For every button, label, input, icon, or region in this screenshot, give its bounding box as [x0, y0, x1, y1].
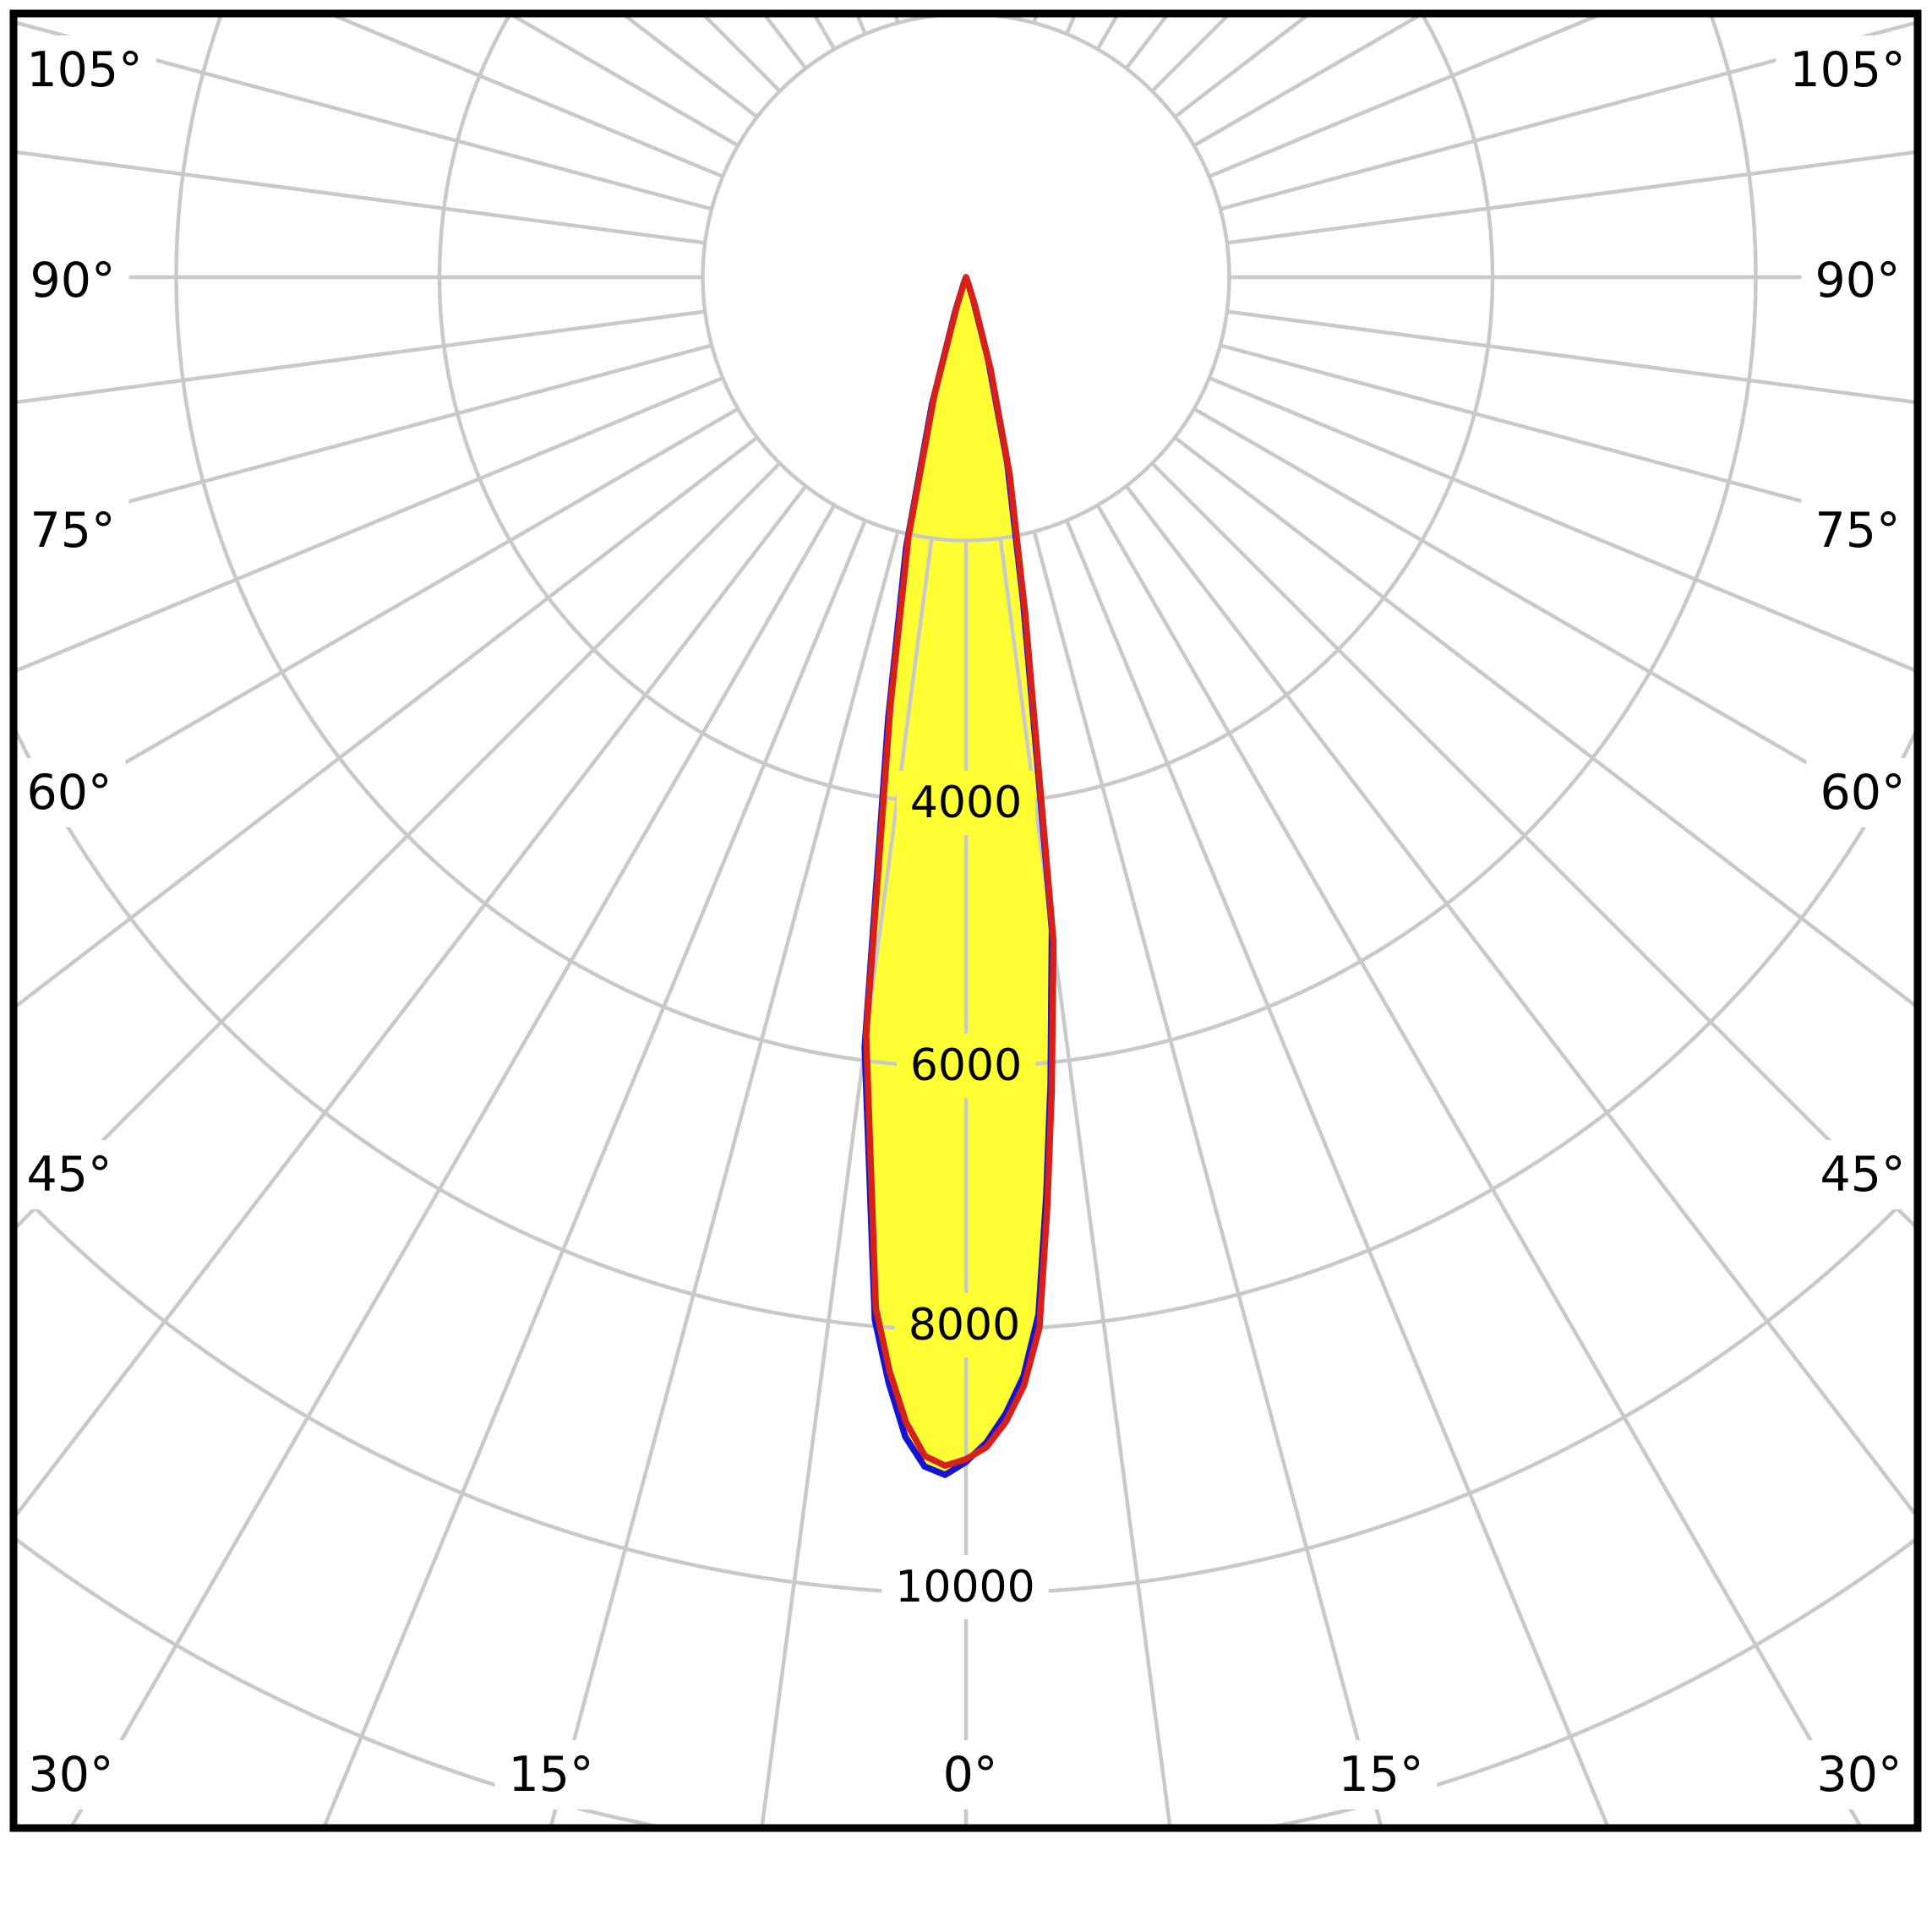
grid-spoke	[1032, 531, 1384, 1828]
angle-label: 45°	[1820, 1147, 1905, 1203]
grid-spoke	[1150, 461, 1918, 1232]
angle-label: 45°	[26, 1147, 112, 1203]
angle-label: 15°	[1338, 1747, 1423, 1803]
angle-label: 60°	[26, 765, 112, 821]
grid-spoke	[998, 538, 1172, 1828]
grid-spoke	[321, 519, 867, 1828]
grid-spoke	[1220, 343, 1918, 535]
grid-spoke	[1065, 519, 1611, 1828]
grid-spoke	[14, 343, 712, 535]
angle-label: 90°	[30, 253, 115, 308]
grid-spoke	[1226, 309, 1918, 405]
grid-spoke	[14, 407, 740, 830]
angle-label: 30°	[28, 1747, 113, 1803]
grid-spoke	[1192, 407, 1918, 829]
angle-label: 30°	[1816, 1747, 1902, 1803]
grid-spoke	[1095, 504, 1864, 1828]
grid-spoke	[14, 484, 808, 1522]
grid-spoke	[324, 14, 724, 178]
angle-label: 15°	[508, 1747, 593, 1803]
grid-spoke	[14, 435, 759, 1011]
angle-label: 90°	[1815, 253, 1900, 308]
angle-label: 75°	[1815, 503, 1900, 559]
grid-spoke	[1173, 435, 1918, 1010]
angle-label: 105°	[1789, 42, 1905, 98]
intensity-label: 4000	[910, 778, 1022, 828]
grid-spoke	[14, 19, 712, 211]
labels-group: 105° 90° 75° 60° 45° 30° 15° 0° 15° 30° 45° 60° 75° 9…	[26, 42, 1905, 1803]
grid-spoke	[1208, 14, 1608, 178]
grid-spoke	[1220, 19, 1918, 211]
grid-spoke	[68, 504, 837, 1828]
grid-spoke	[14, 376, 724, 674]
angle-label: 75°	[30, 503, 115, 559]
intensity-label: 8000	[909, 1300, 1020, 1351]
curves-group	[861, 274, 1057, 1478]
grid-spoke	[14, 150, 706, 245]
red-curve	[863, 274, 1057, 1469]
intensity-label: 6000	[910, 1040, 1022, 1091]
angle-label: 0°	[943, 1747, 998, 1803]
angle-label: 60°	[1820, 765, 1905, 821]
grid-spoke	[1208, 376, 1918, 674]
grid-spoke	[1124, 484, 1918, 1521]
grid-spoke	[548, 531, 900, 1828]
intensity-label: 10000	[895, 1562, 1034, 1613]
grid-spoke	[14, 309, 706, 405]
grid-spoke	[760, 538, 934, 1828]
grid-spoke	[1226, 150, 1918, 245]
chart-frame	[9, 9, 1922, 1832]
grid-spoke	[14, 461, 782, 1233]
angle-label: 105°	[26, 42, 142, 98]
